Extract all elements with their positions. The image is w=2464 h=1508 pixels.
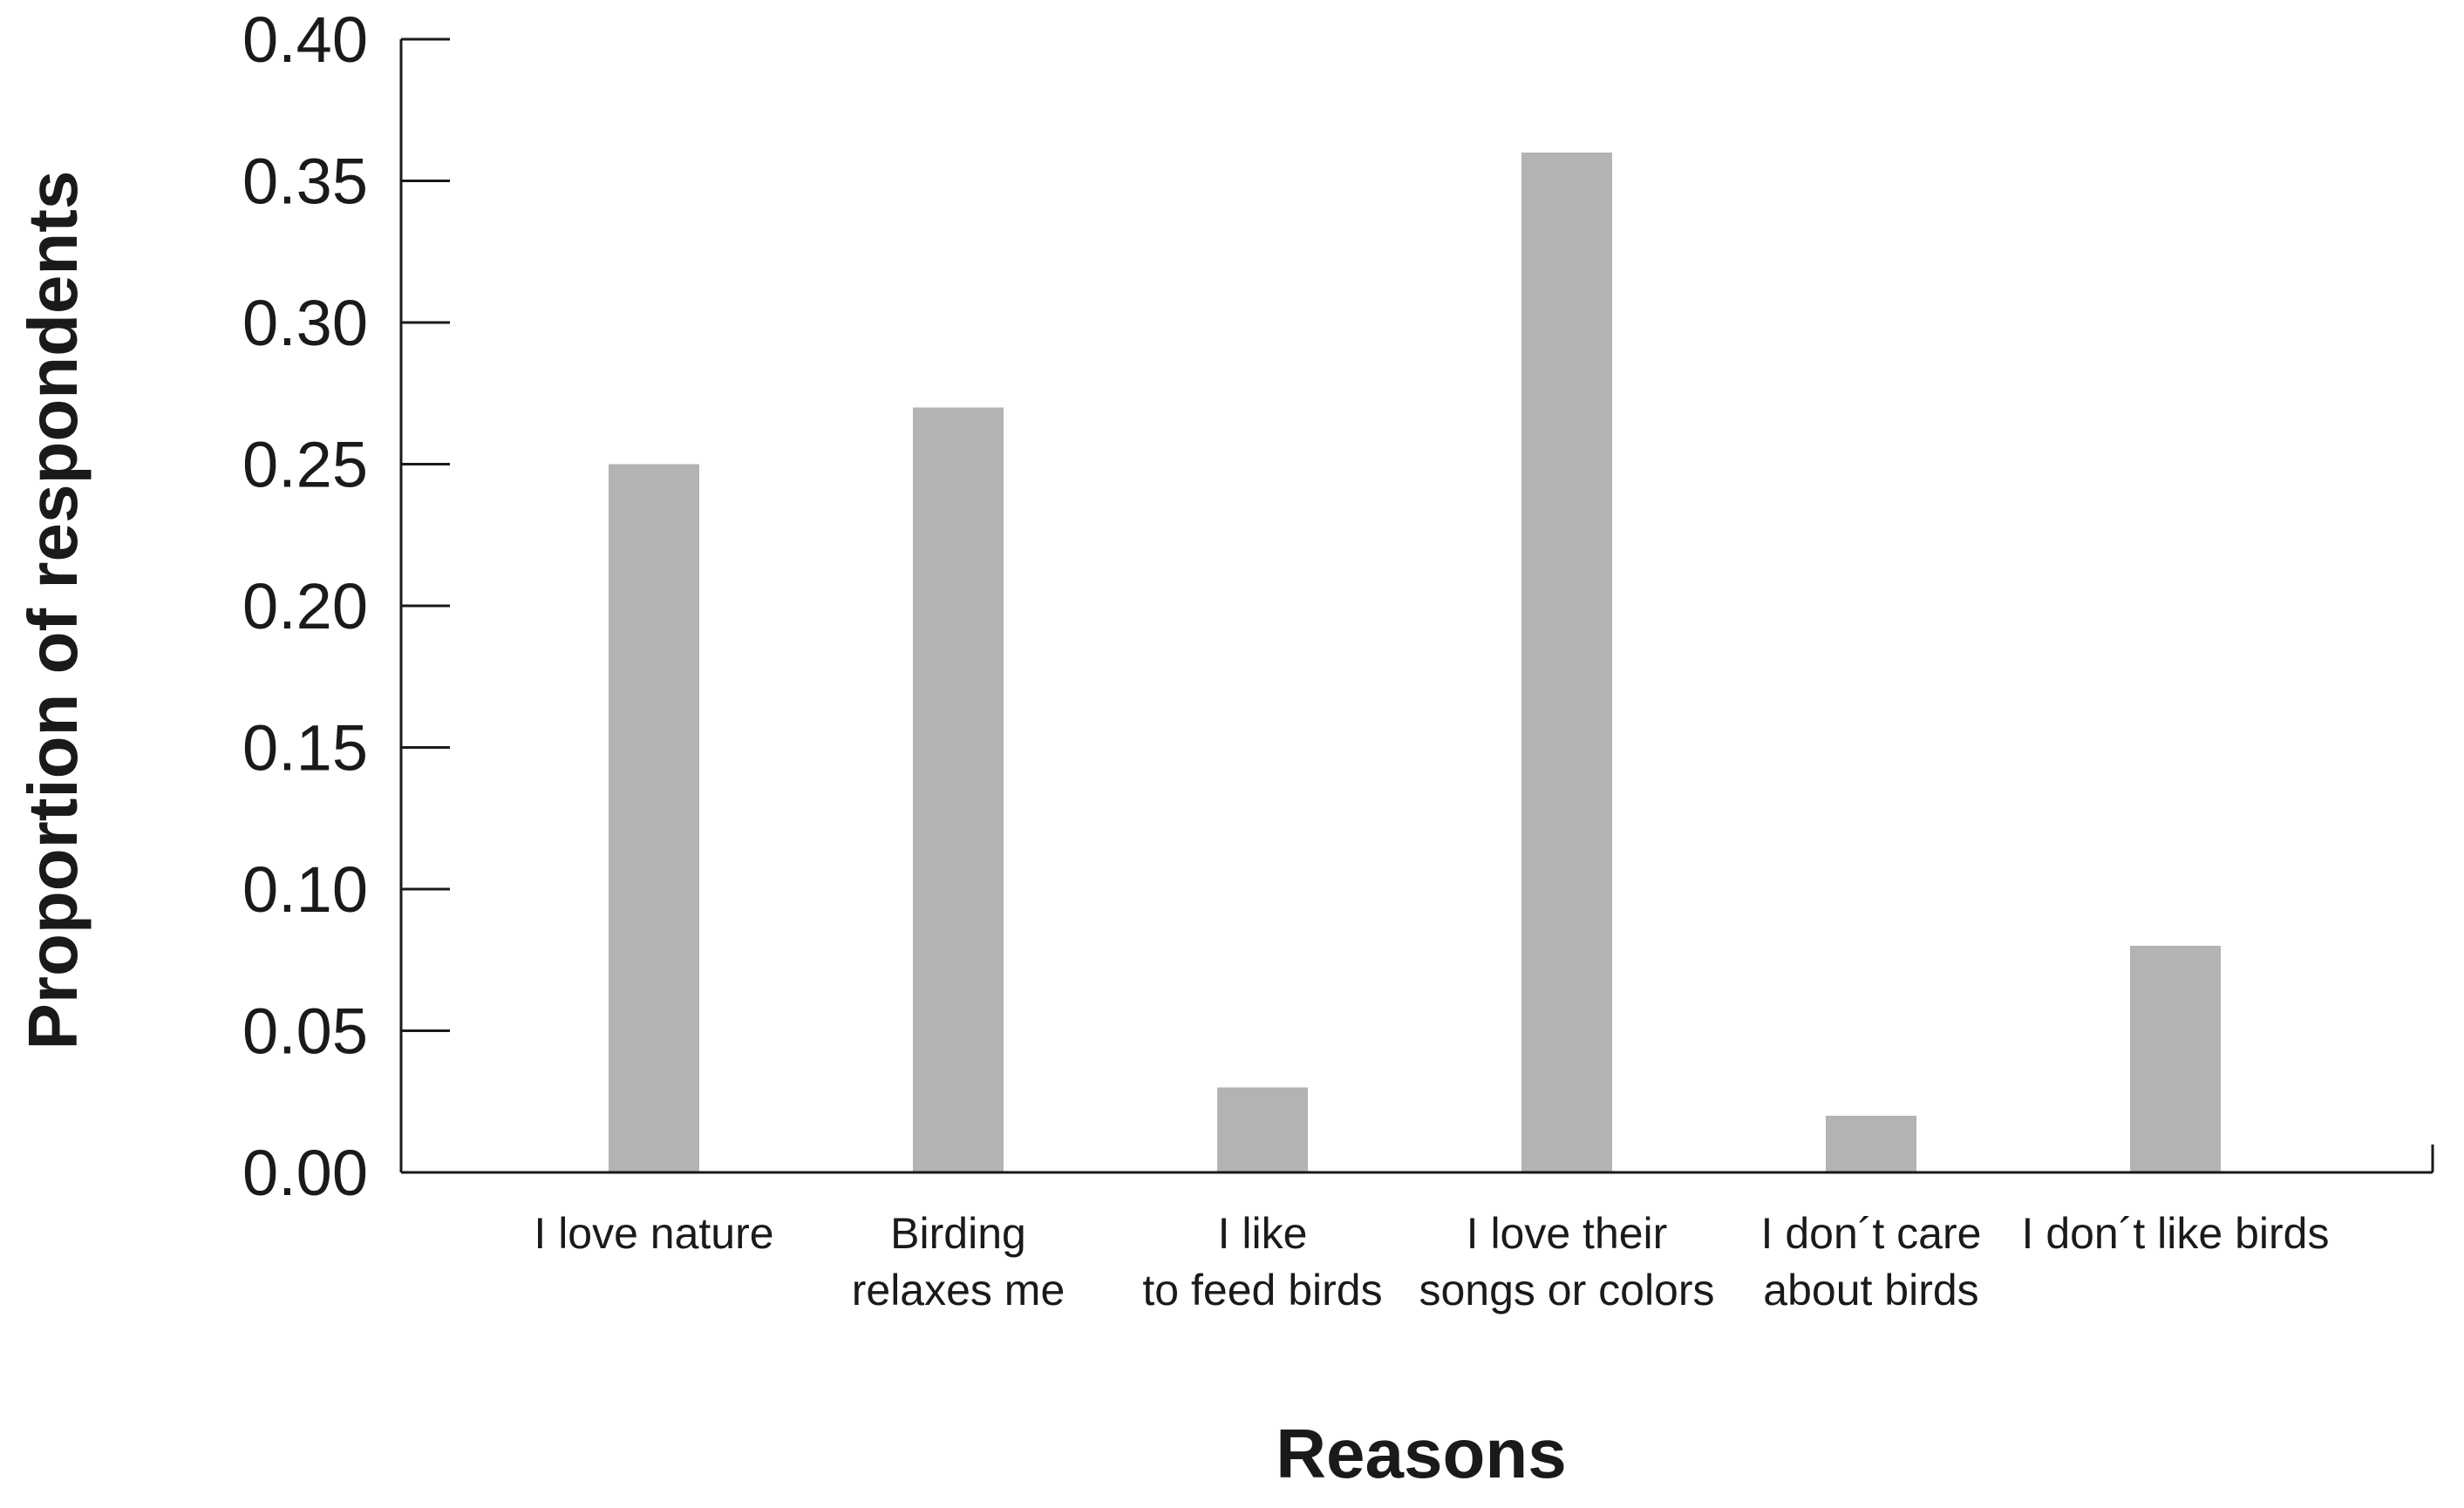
y-tick-label: 0.30 <box>242 287 368 359</box>
y-tick-label: 0.25 <box>242 429 368 501</box>
y-axis-title: Proportion of respondents <box>14 171 92 1050</box>
bar <box>609 464 699 1172</box>
x-axis-title: Reasons <box>1276 1415 1566 1492</box>
y-tick-label: 0.20 <box>242 570 368 642</box>
bar <box>913 407 1004 1172</box>
y-tick-label: 0.05 <box>242 995 368 1068</box>
y-tick-label: 0.35 <box>242 146 368 218</box>
x-tick-label: Birding relaxes me <box>852 1209 1065 1314</box>
bar <box>1217 1087 1308 1172</box>
bars <box>609 153 2221 1172</box>
x-tick-label: I love nature <box>534 1209 773 1258</box>
y-tick-label: 0.10 <box>242 853 368 926</box>
x-tick-label: I don´t like birds <box>2022 1209 2330 1258</box>
y-tick-label: 0.15 <box>242 712 368 785</box>
bar <box>2130 946 2221 1172</box>
y-axis: 0.00 0.05 0.10 0.15 0.20 0.25 0.30 0.35 0.40 <box>242 3 450 1209</box>
x-axis-labels: I love nature Birding relaxes me I like to f… <box>534 1209 2329 1314</box>
bar <box>1826 1116 1916 1172</box>
y-tick-label: 0.00 <box>242 1137 368 1209</box>
axes <box>399 39 2434 1174</box>
x-tick-label: I like to feed birds <box>1142 1209 1382 1314</box>
x-tick-label: I don´t care about birds <box>1761 1209 1982 1314</box>
x-tick-label: I love their songs or colors <box>1419 1209 1714 1314</box>
bar <box>1521 153 1612 1172</box>
y-tick-label: 0.40 <box>242 3 368 76</box>
